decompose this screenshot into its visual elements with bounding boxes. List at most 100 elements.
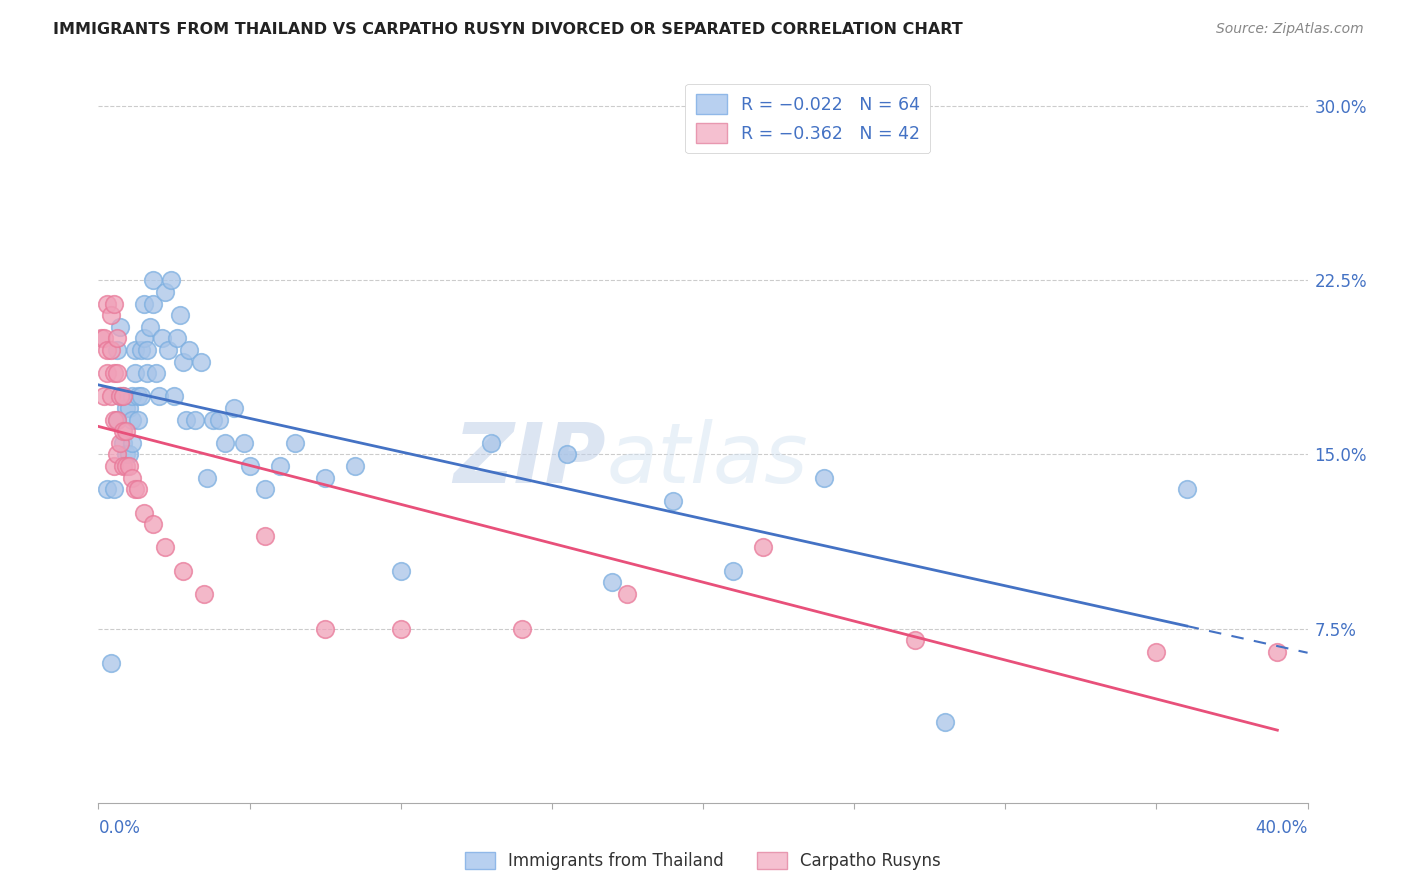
- Point: [121, 412, 143, 426]
- Point: [150, 331, 173, 345]
- Point: [111, 389, 134, 403]
- Point: [93, 389, 115, 403]
- Point: [195, 471, 218, 485]
- Point: [127, 483, 149, 497]
- Point: [752, 541, 775, 555]
- Point: [934, 714, 956, 729]
- Point: [129, 389, 152, 403]
- Point: [114, 401, 136, 415]
- Point: [105, 366, 128, 380]
- Point: [124, 366, 146, 380]
- Point: [172, 564, 194, 578]
- Point: [314, 622, 336, 636]
- Point: [190, 354, 212, 368]
- Point: [555, 448, 578, 462]
- Point: [723, 564, 745, 578]
- Point: [127, 412, 149, 426]
- Legend: Immigrants from Thailand, Carpatho Rusyns: Immigrants from Thailand, Carpatho Rusyn…: [458, 845, 948, 877]
- Point: [344, 459, 367, 474]
- Point: [129, 343, 152, 357]
- Point: [108, 436, 131, 450]
- Point: [114, 424, 136, 438]
- Point: [108, 319, 131, 334]
- Point: [1144, 645, 1167, 659]
- Point: [481, 436, 503, 450]
- Point: [105, 412, 128, 426]
- Text: 40.0%: 40.0%: [1256, 819, 1308, 837]
- Point: [105, 412, 128, 426]
- Point: [389, 564, 412, 578]
- Point: [156, 343, 179, 357]
- Point: [100, 308, 122, 322]
- Point: [132, 331, 155, 345]
- Point: [103, 296, 125, 310]
- Point: [813, 471, 835, 485]
- Point: [100, 657, 122, 671]
- Point: [202, 412, 225, 426]
- Point: [132, 506, 155, 520]
- Point: [108, 389, 131, 403]
- Point: [510, 622, 533, 636]
- Point: [114, 448, 136, 462]
- Point: [253, 483, 276, 497]
- Point: [142, 517, 165, 532]
- Point: [1175, 483, 1198, 497]
- Point: [121, 389, 143, 403]
- Point: [118, 401, 141, 415]
- Point: [132, 296, 155, 310]
- Point: [174, 412, 197, 426]
- Point: [269, 459, 291, 474]
- Point: [616, 587, 638, 601]
- Point: [100, 389, 122, 403]
- Point: [148, 389, 170, 403]
- Point: [118, 459, 141, 474]
- Point: [121, 471, 143, 485]
- Point: [602, 575, 624, 590]
- Text: atlas: atlas: [606, 418, 808, 500]
- Point: [111, 424, 134, 438]
- Point: [1267, 645, 1289, 659]
- Point: [124, 483, 146, 497]
- Point: [121, 436, 143, 450]
- Point: [111, 436, 134, 450]
- Point: [90, 331, 112, 345]
- Text: IMMIGRANTS FROM THAILAND VS CARPATHO RUSYN DIVORCED OR SEPARATED CORRELATION CHA: IMMIGRANTS FROM THAILAND VS CARPATHO RUS…: [53, 22, 963, 37]
- Point: [661, 494, 683, 508]
- Point: [239, 459, 262, 474]
- Point: [105, 448, 128, 462]
- Point: [135, 366, 157, 380]
- Point: [103, 366, 125, 380]
- Point: [163, 389, 186, 403]
- Legend: R = −0.022   N = 64, R = −0.362   N = 42: R = −0.022 N = 64, R = −0.362 N = 42: [685, 84, 931, 153]
- Point: [193, 587, 215, 601]
- Point: [208, 412, 231, 426]
- Point: [169, 308, 191, 322]
- Point: [111, 389, 134, 403]
- Point: [108, 389, 131, 403]
- Point: [160, 273, 183, 287]
- Point: [224, 401, 246, 415]
- Point: [904, 633, 927, 648]
- Point: [103, 459, 125, 474]
- Point: [124, 343, 146, 357]
- Point: [105, 331, 128, 345]
- Point: [142, 273, 165, 287]
- Point: [179, 343, 201, 357]
- Point: [103, 412, 125, 426]
- Point: [232, 436, 254, 450]
- Point: [114, 459, 136, 474]
- Point: [93, 331, 115, 345]
- Point: [153, 541, 176, 555]
- Point: [96, 366, 118, 380]
- Text: Source: ZipAtlas.com: Source: ZipAtlas.com: [1216, 22, 1364, 37]
- Text: ZIP: ZIP: [454, 418, 606, 500]
- Point: [139, 319, 162, 334]
- Text: 0.0%: 0.0%: [98, 819, 141, 837]
- Point: [172, 354, 194, 368]
- Point: [389, 622, 412, 636]
- Point: [153, 285, 176, 299]
- Point: [118, 448, 141, 462]
- Point: [184, 412, 207, 426]
- Point: [135, 343, 157, 357]
- Point: [284, 436, 307, 450]
